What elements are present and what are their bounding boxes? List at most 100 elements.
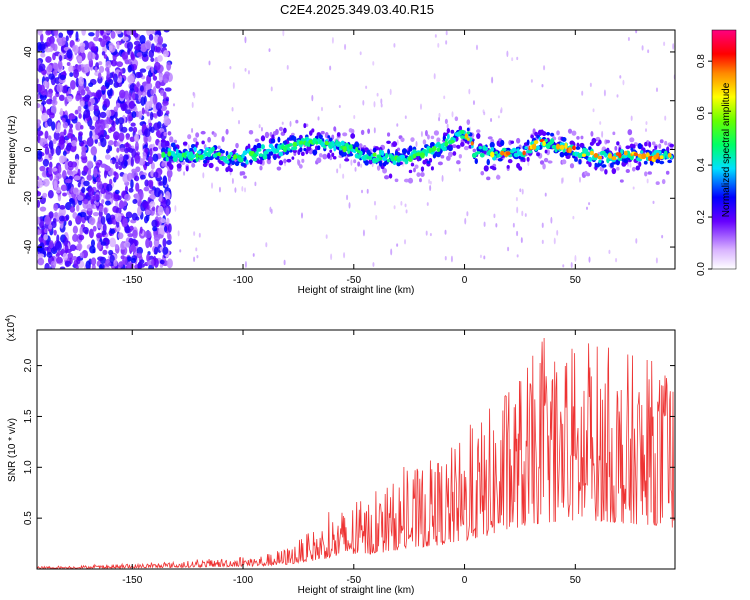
heatmap-cell [254,181,257,187]
heatmap-cell [432,145,437,152]
heatmap-cell [163,50,169,58]
heatmap-cell [146,261,153,266]
heatmap-cell [77,56,83,63]
heatmap-cell [122,256,128,266]
heatmap-cell [147,155,154,165]
heatmap-cell [252,153,258,158]
x-tick-label: -150 [122,275,142,286]
heatmap-cell [70,79,76,90]
heatmap-cell [114,243,119,250]
heatmap-cell [275,128,279,135]
heatmap-cell [144,179,149,187]
heatmap-cell [50,104,57,115]
heatmap-cell [252,253,255,257]
heatmap-cell [167,131,172,136]
heatmap-cell [100,188,106,195]
heatmap-cell [559,144,565,150]
heatmap-cell [394,178,399,183]
heatmap-cell [419,103,422,110]
heatmap-cell [376,165,381,171]
heatmap-cell [289,120,292,127]
heatmap-cell [325,234,328,239]
heatmap-cell [235,142,239,149]
heatmap-cell [93,167,98,178]
heatmap-cell [65,35,69,42]
heatmap-cell [292,149,297,153]
heatmap-cell [195,247,198,252]
heatmap-cell [336,132,341,137]
heatmap-cell [193,231,196,236]
heatmap-cell [54,211,58,217]
heatmap-cell [519,188,522,193]
heatmap-cell [137,261,142,269]
heatmap-cell [393,205,396,210]
heatmap-cell [420,172,425,177]
heatmap-cell [479,152,485,158]
heatmap-cell [544,192,547,197]
heatmap-cell [365,85,368,89]
heatmap-cell [419,152,425,159]
y-tick-label: 1.5 [23,409,34,423]
heatmap-cell [241,186,244,192]
heatmap-cell [168,233,172,242]
heatmap-cell [404,203,407,208]
heatmap-cell [268,150,274,156]
heatmap-cell [406,150,411,156]
heatmap-cell [103,169,108,179]
heatmap-cell [53,229,57,236]
heatmap-cell [253,144,257,151]
heatmap-cell [510,140,515,144]
heatmap-cell [669,143,675,148]
heatmap-cell [629,137,635,143]
heatmap-cell [119,147,126,153]
heatmap-cell [189,151,194,158]
heatmap-cell [162,246,169,255]
heatmap-cell [115,201,119,207]
heatmap-cell [49,240,54,249]
heatmap-cell [58,55,63,62]
heatmap-cell [196,254,199,259]
heatmap-cell [661,234,664,239]
heatmap-cell [110,30,116,39]
heatmap-cell [76,204,80,212]
heatmap-cell [100,121,106,131]
heatmap-cell [112,156,116,165]
heatmap-cell [62,121,69,129]
heatmap-cell [44,146,50,156]
heatmap-cell [378,156,383,161]
heatmap-cell [73,68,79,79]
heatmap-cell [433,73,436,80]
heatmap-cell [88,82,94,87]
heatmap-cell [303,147,307,152]
heatmap-cell [151,258,155,267]
heatmap-cell [83,180,90,187]
heatmap-cell [587,156,593,162]
spectrogram-x-label: Height of straight line (km) [298,285,415,296]
heatmap-cell [64,96,68,107]
heatmap-cell [638,161,642,167]
heatmap-cell [127,65,132,73]
heatmap-cell [456,160,461,165]
heatmap-cell [165,207,170,217]
figure-title: C2E4.2025.349.03.40.R15 [280,2,434,17]
heatmap-cell [543,65,546,71]
heatmap-cell [234,187,237,193]
heatmap-cell [56,250,64,256]
spectrogram-y-ticks: -40 -20 0 20 40 [23,46,675,254]
heatmap-cell [404,239,407,245]
heatmap-cell [661,179,666,185]
heatmap-cell [221,162,225,167]
x-tick-label: -50 [347,275,362,286]
heatmap-cell [46,98,53,105]
heatmap-cell [585,172,591,177]
heatmap-cell [484,146,488,151]
heatmap-cell [164,191,171,201]
heatmap-cell [143,128,151,138]
spectrogram-y-label: Frequency (Hz) [7,116,18,185]
heatmap-cell [645,152,650,158]
heatmap-cell [145,101,150,112]
heatmap-cell [43,234,48,241]
heatmap-cell [176,163,182,169]
heatmap-cell [311,94,314,102]
